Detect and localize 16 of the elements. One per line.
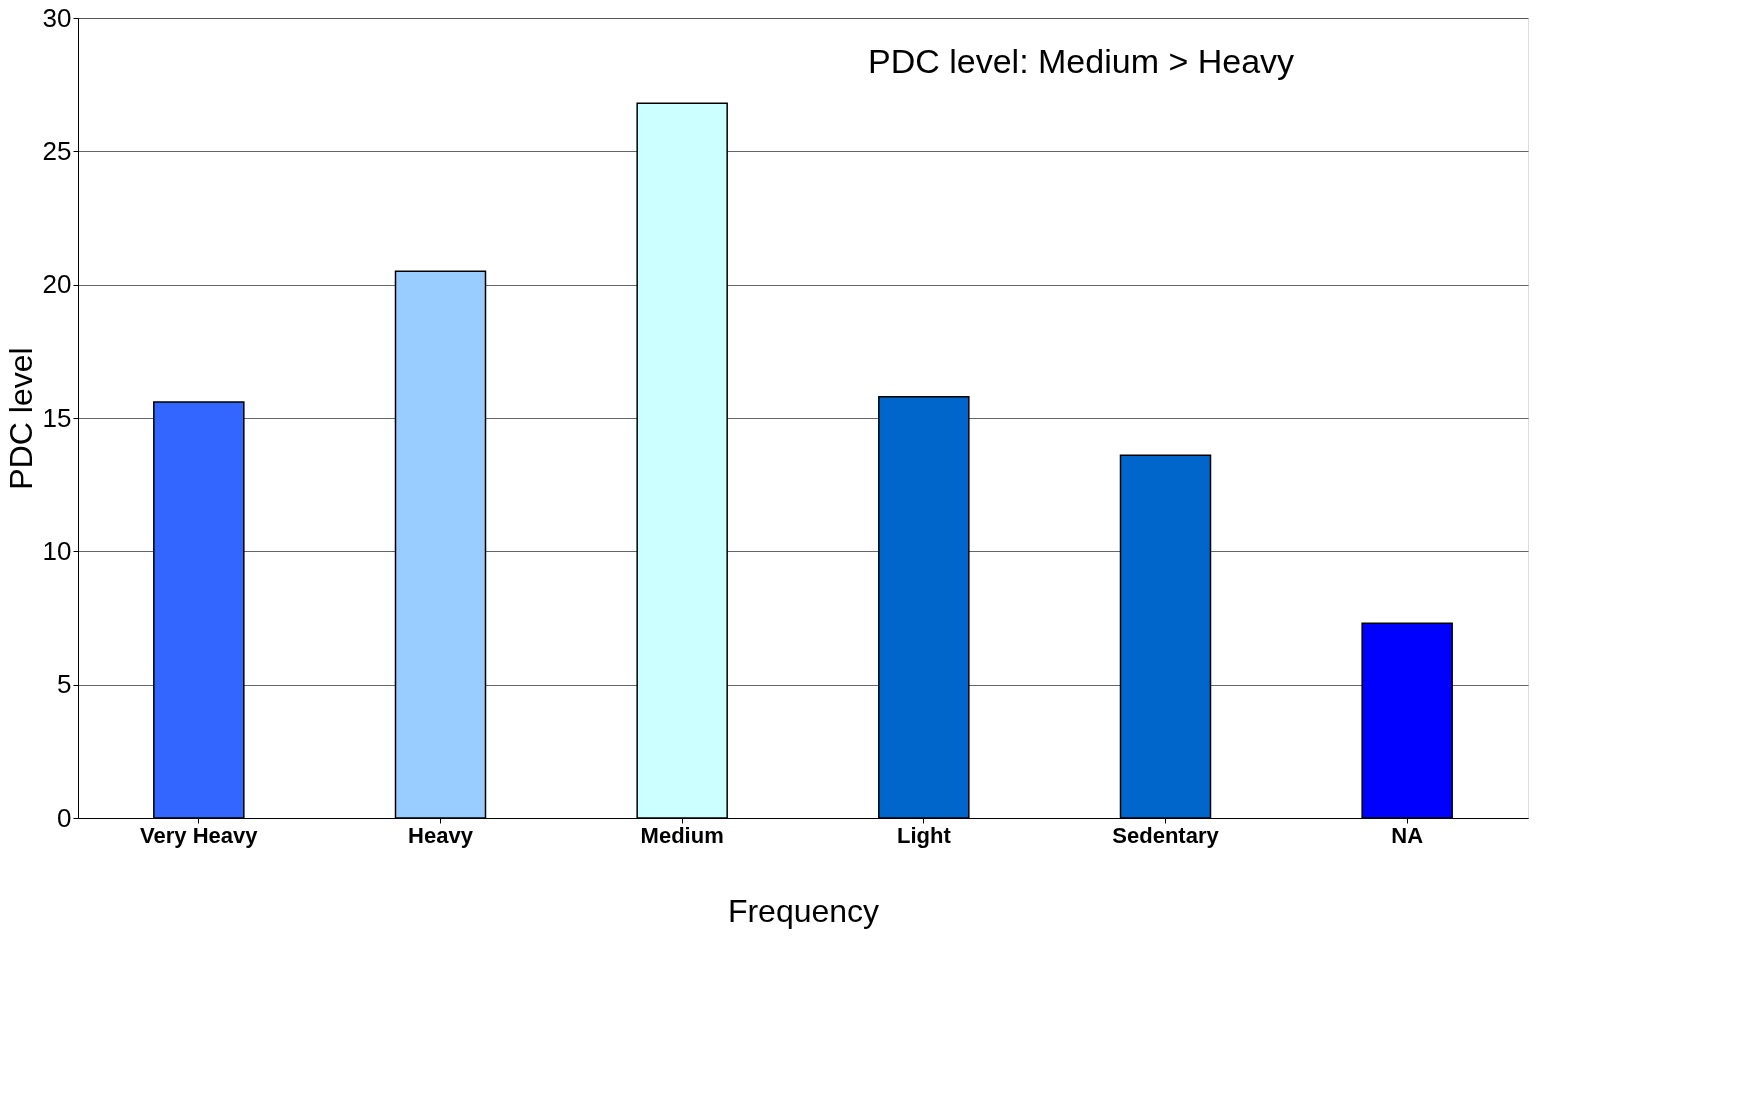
y-tick-label: 25 bbox=[42, 135, 72, 166]
y-tick-label: 0 bbox=[57, 802, 72, 833]
y-tick-label: 5 bbox=[57, 669, 72, 700]
y-tick-label: 10 bbox=[42, 535, 72, 566]
x-tick-label: NA bbox=[1391, 822, 1424, 848]
x-axis-title: Frequency bbox=[727, 892, 880, 929]
y-tick-label: 30 bbox=[42, 2, 72, 33]
x-tick-label: Light bbox=[896, 822, 952, 848]
y-tick-label: 15 bbox=[42, 402, 72, 433]
x-tick-label: Sedentary bbox=[1112, 822, 1220, 848]
y-tick-label: 20 bbox=[42, 269, 72, 300]
annotation: PDC level: Medium > Heavy bbox=[868, 42, 1295, 80]
y-axis-title: PDC level bbox=[2, 347, 39, 490]
x-tick-label: Medium bbox=[640, 822, 724, 848]
x-tick-label: Very Heavy bbox=[140, 822, 259, 848]
x-tick-label: Heavy bbox=[408, 822, 474, 848]
